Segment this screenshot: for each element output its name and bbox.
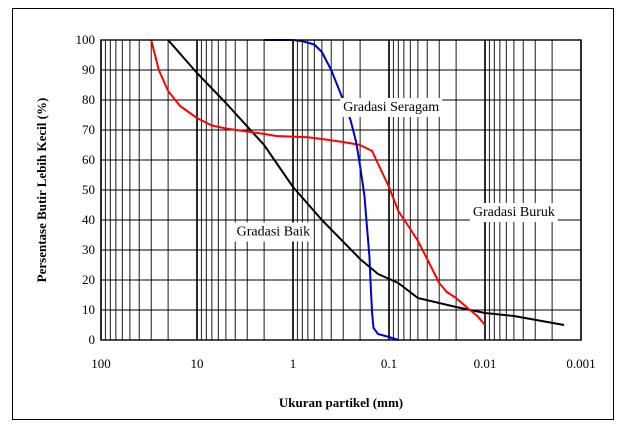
x-tick-label: 10 [191, 356, 204, 371]
y-tick-label: 20 [82, 272, 95, 287]
y-tick-label: 0 [89, 332, 96, 347]
y-tick-label: 50 [82, 182, 95, 197]
x-tick-label: 0.1 [381, 356, 397, 371]
y-tick-labels: 0 10 20 30 40 50 60 70 80 90 100 [76, 32, 96, 347]
series-line-gradasi-buruk [150, 39, 486, 326]
series-lines [150, 39, 565, 341]
plot-border [100, 39, 582, 341]
y-tick-label: 70 [82, 122, 95, 137]
annotation-background [469, 203, 558, 222]
x-axis-title: Ukuran partikel (mm) [279, 395, 403, 410]
particle-size-distribution-chart: 0 10 20 30 40 50 60 70 80 90 100 100 10 1 0.1 0.01 0.00… [34, 32, 596, 410]
x-tick-label: 1 [290, 356, 297, 371]
chart-frame: 0 10 20 30 40 50 60 70 80 90 100 100 10 1 0.1 0.01 0.00… [12, 8, 614, 420]
y-tick-label: 30 [82, 242, 95, 257]
annotation-label: Gradasi Buruk [473, 205, 555, 220]
y-tick-label: 100 [76, 32, 96, 47]
y-tick-label: 80 [82, 92, 95, 107]
x-tick-label: 100 [91, 356, 111, 371]
y-tick-label: 10 [82, 302, 95, 317]
annotation-gradasi-baik: Gradasi Baik [233, 222, 314, 242]
annotation-gradasi-buruk: Gradasi Buruk [469, 203, 558, 222]
x-tick-labels: 100 10 1 0.1 0.01 0.001 [91, 356, 595, 371]
series-line-gradasi-baik [167, 39, 565, 326]
x-tick-label: 0.001 [566, 356, 595, 371]
annotation-background [340, 98, 443, 117]
y-tick-label: 60 [82, 152, 95, 167]
series-line-gradasi-seragam [264, 39, 399, 341]
annotation-label: Gradasi Baik [237, 225, 310, 240]
grid [100, 39, 582, 341]
plot-area-border [100, 39, 582, 341]
annotation-label: Gradasi Seragam [343, 100, 439, 115]
y-axis-title: Persentase Butir Lebih Kecil (%) [34, 98, 49, 283]
annotation-gradasi-seragam: Gradasi Seragam [340, 98, 443, 117]
annotation-background [233, 222, 314, 242]
annotations: Gradasi Seragam Gradasi Buruk Gradasi Baik [233, 98, 558, 242]
y-tick-label: 40 [82, 212, 95, 227]
y-tick-label: 90 [82, 62, 95, 77]
x-tick-label: 0.01 [474, 356, 497, 371]
